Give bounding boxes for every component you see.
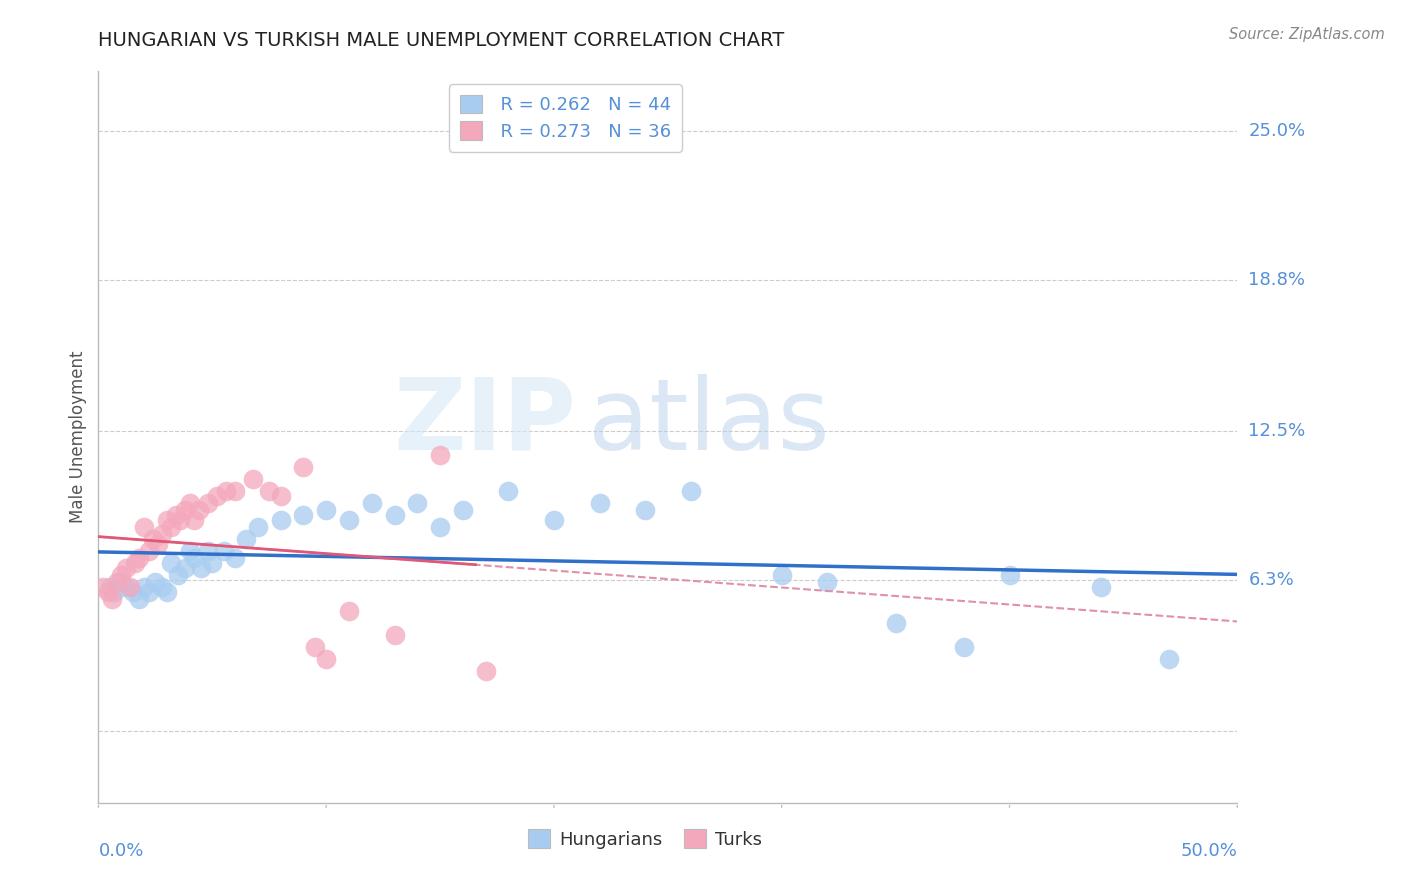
Point — [150, 580, 173, 594]
Point — [146, 537, 169, 551]
Point — [224, 483, 246, 498]
Point — [224, 551, 246, 566]
Point — [205, 489, 228, 503]
Point — [1157, 652, 1180, 666]
Point — [183, 513, 205, 527]
Point — [110, 568, 132, 582]
Point — [169, 513, 191, 527]
Point — [588, 496, 610, 510]
Point — [242, 472, 264, 486]
Point — [270, 489, 292, 503]
Point — [98, 580, 121, 594]
Point — [124, 556, 146, 570]
Point — [174, 503, 197, 517]
Point — [235, 532, 257, 546]
Text: atlas: atlas — [588, 374, 830, 471]
Text: 6.3%: 6.3% — [1249, 571, 1294, 589]
Point — [384, 508, 406, 522]
Point — [132, 580, 155, 594]
Point — [270, 513, 292, 527]
Point — [142, 532, 165, 546]
Y-axis label: Male Unemployment: Male Unemployment — [69, 351, 87, 524]
Point — [132, 520, 155, 534]
Point — [156, 584, 179, 599]
Point — [215, 483, 238, 498]
Text: Source: ZipAtlas.com: Source: ZipAtlas.com — [1229, 27, 1385, 42]
Point — [212, 544, 235, 558]
Point — [174, 561, 197, 575]
Point — [634, 503, 657, 517]
Point — [953, 640, 976, 654]
Point — [815, 575, 838, 590]
Point — [197, 544, 219, 558]
Legend: Hungarians, Turks: Hungarians, Turks — [522, 822, 769, 856]
Text: 50.0%: 50.0% — [1181, 842, 1237, 860]
Point — [884, 615, 907, 630]
Point — [360, 496, 382, 510]
Point — [197, 496, 219, 510]
Point — [190, 561, 212, 575]
Point — [101, 591, 124, 606]
Point — [679, 483, 702, 498]
Point — [114, 580, 136, 594]
Point — [384, 628, 406, 642]
Point — [292, 508, 315, 522]
Point — [451, 503, 474, 517]
Point — [150, 527, 173, 541]
Point — [160, 556, 183, 570]
Point — [770, 568, 793, 582]
Point — [128, 551, 150, 566]
Point — [183, 551, 205, 566]
Point — [201, 556, 224, 570]
Point — [292, 460, 315, 475]
Point — [165, 508, 187, 522]
Point — [406, 496, 429, 510]
Point — [315, 652, 337, 666]
Text: HUNGARIAN VS TURKISH MALE UNEMPLOYMENT CORRELATION CHART: HUNGARIAN VS TURKISH MALE UNEMPLOYMENT C… — [98, 31, 785, 50]
Text: 18.8%: 18.8% — [1249, 271, 1305, 289]
Point — [160, 520, 183, 534]
Point — [543, 513, 565, 527]
Point — [179, 496, 201, 510]
Point — [179, 544, 201, 558]
Point — [429, 520, 451, 534]
Point — [259, 483, 281, 498]
Text: 0.0%: 0.0% — [98, 842, 143, 860]
Text: ZIP: ZIP — [394, 374, 576, 471]
Text: 25.0%: 25.0% — [1249, 122, 1306, 140]
Point — [246, 520, 269, 534]
Point — [91, 580, 114, 594]
Point — [96, 584, 118, 599]
Point — [337, 604, 360, 618]
Point — [1090, 580, 1112, 594]
Point — [315, 503, 337, 517]
Point — [120, 580, 142, 594]
Point — [429, 448, 451, 462]
Point — [187, 503, 209, 517]
Text: 12.5%: 12.5% — [1249, 422, 1306, 440]
Point — [998, 568, 1021, 582]
Point — [337, 513, 360, 527]
Point — [121, 584, 143, 599]
Point — [167, 568, 190, 582]
Point — [498, 483, 520, 498]
Point — [105, 575, 128, 590]
Point — [103, 584, 125, 599]
Point — [474, 664, 496, 678]
Point — [304, 640, 326, 654]
Point — [156, 513, 179, 527]
Point — [110, 575, 132, 590]
Point — [128, 591, 150, 606]
Point — [138, 544, 160, 558]
Point — [114, 561, 136, 575]
Point — [138, 584, 160, 599]
Point — [145, 575, 167, 590]
